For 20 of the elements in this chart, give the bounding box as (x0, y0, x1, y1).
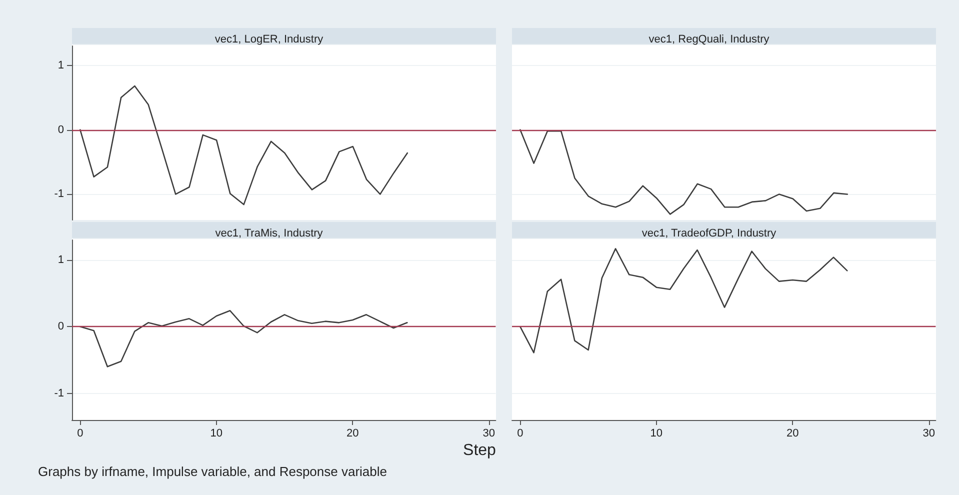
text: Graphs by irfname, Impulse variable, and Response variable (38, 464, 388, 479)
x-tick-label: 20 (346, 428, 359, 440)
chart-title: vec1, RegQuali, Industry (648, 34, 770, 46)
chart-title: vec1, LogER, Industry (214, 34, 324, 46)
x-tick-label: 10 (210, 428, 223, 440)
y-tick-label: 1 (58, 59, 64, 72)
x-axis-title: Step (462, 442, 497, 460)
y-tick-label: 1 (58, 254, 64, 266)
x-tick-label: 10 (650, 428, 663, 440)
x-tick-label: 20 (786, 428, 799, 440)
chart-title: vec1, TradeofGDP, Industry (642, 228, 777, 240)
y-tick-label: 0 (58, 124, 64, 136)
x-tick-label: 30 (482, 428, 496, 440)
y-tick-label: 0 (58, 320, 64, 333)
chart-title: vec1, TraMis, Industry (215, 228, 324, 240)
x-tick-label: 0 (517, 428, 524, 440)
y-tick-label: -1 (54, 188, 64, 200)
x-tick-label: 30 (922, 428, 936, 440)
y-tick-label: -1 (54, 387, 64, 400)
x-tick-label: 0 (77, 428, 84, 440)
